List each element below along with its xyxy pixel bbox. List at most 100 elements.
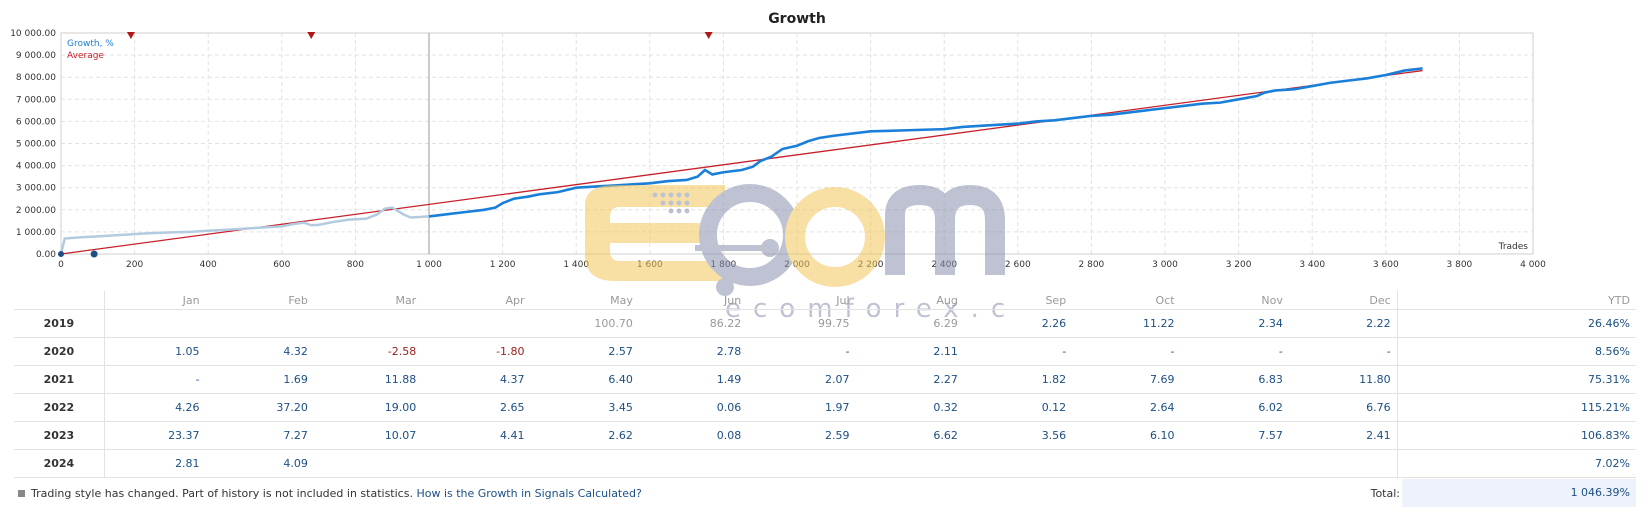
month-return-cell: 7.57 (1180, 421, 1289, 450)
row-ytd: 106.83% (1396, 421, 1636, 450)
row-ytd: 7.02% (1396, 449, 1636, 478)
legend-growth: Growth, % (67, 39, 114, 49)
month-return-cell: - (1288, 337, 1398, 366)
x-tick-label: 1 000 (416, 260, 442, 270)
month-return-cell: - (963, 337, 1073, 366)
month-return-cell (1180, 449, 1289, 478)
growth-calc-link[interactable]: How is the Growth in Signals Calculated? (416, 487, 642, 500)
month-return-cell: 2.26 (963, 309, 1073, 338)
month-return-cell: 7.27 (205, 421, 314, 450)
x-tick-label: 200 (126, 260, 143, 270)
month-return-cell: 3.56 (963, 421, 1073, 450)
month-return-cell: 2.59 (747, 421, 856, 450)
month-return-cell: 6.76 (1288, 393, 1398, 422)
month-return-cell (104, 309, 206, 338)
month-return-cell (963, 449, 1073, 478)
info-square-icon (18, 490, 25, 497)
header-month: May (610, 293, 633, 307)
month-return-cell: 37.20 (205, 393, 314, 422)
row-year: 2021 (14, 365, 105, 394)
origin-marker (58, 251, 64, 257)
month-return-cell: 2.81 (104, 449, 206, 478)
x-tick-label: 1 200 (490, 260, 516, 270)
row-year: 2024 (14, 449, 105, 478)
month-return-cell: 11.88 (313, 365, 423, 394)
y-tick-label: 4 000.00 (16, 162, 56, 172)
month-return-cell: 0.08 (638, 421, 748, 450)
month-return-cell: -1.80 (422, 337, 531, 366)
legend-average: Average (67, 51, 104, 61)
month-return-cell (1072, 449, 1181, 478)
month-return-cell (638, 449, 748, 478)
month-return-cell: 0.12 (963, 393, 1073, 422)
x-tick-label: 3 200 (1226, 260, 1252, 270)
month-return-cell: 2.07 (747, 365, 856, 394)
month-return-cell: 7.69 (1072, 365, 1181, 394)
row-ytd: 75.31% (1396, 365, 1636, 394)
month-return-cell: 6.02 (1180, 393, 1289, 422)
month-return-cell: 1.97 (747, 393, 856, 422)
header-month: Sep (1045, 293, 1067, 307)
x-tick-label: 3 600 (1373, 260, 1399, 270)
start-marker (90, 250, 98, 258)
header-month: Oct (1155, 293, 1175, 307)
month-return-cell (422, 309, 531, 338)
header-month: Feb (288, 293, 308, 307)
month-return-cell: 6.62 (855, 421, 964, 450)
month-return-cell: 6.10 (1072, 421, 1181, 450)
month-return-cell: 4.26 (104, 393, 206, 422)
header-month: Jan (182, 293, 200, 307)
month-return-cell: 2.22 (1288, 309, 1398, 338)
month-return-cell: 10.07 (313, 421, 423, 450)
month-return-cell: 11.80 (1288, 365, 1398, 394)
month-return-cell: 2.78 (638, 337, 748, 366)
month-return-cell: - (747, 337, 856, 366)
month-return-cell: 2.65 (422, 393, 531, 422)
y-tick-label: 10 000.00 (10, 29, 56, 39)
month-return-cell (530, 449, 639, 478)
month-return-cell (1288, 449, 1398, 478)
month-return-cell (313, 449, 423, 478)
x-tick-label: 4 000 (1520, 260, 1546, 270)
header-month: Jul (836, 293, 850, 307)
month-return-cell: 2.64 (1072, 393, 1181, 422)
month-return-cell: 6.83 (1180, 365, 1289, 394)
chart-title: Growth (768, 11, 826, 27)
month-return-cell: 2.62 (530, 421, 639, 450)
month-return-cell: - (1180, 337, 1289, 366)
month-return-cell: 4.37 (422, 365, 531, 394)
month-return-cell: -2.58 (313, 337, 423, 366)
style-change-text: Trading style has changed. Part of histo… (31, 487, 413, 500)
x-tick-label: 400 (200, 260, 217, 270)
y-tick-label: 7 000.00 (16, 95, 56, 105)
style-change-note: Trading style has changed. Part of histo… (18, 487, 642, 500)
month-return-cell (313, 309, 423, 338)
table-row: 2021-1.69 11.88 4.37 6.40 1.49 2.07 2.27 1.82 7.… (14, 365, 1636, 394)
header-month: Nov (1261, 293, 1283, 307)
row-year: 2023 (14, 421, 105, 450)
month-return-cell: 11.22 (1072, 309, 1181, 338)
x-tick-label: 1 400 (563, 260, 589, 270)
x-tick-label: 0 (58, 260, 64, 270)
month-return-cell: 1.69 (205, 365, 314, 394)
month-return-cell: - (1072, 337, 1181, 366)
growth-history-line (59, 206, 430, 255)
month-return-cell: 23.37 (104, 421, 206, 450)
table-row: 2020 1.05 4.32 -2.58 -1.80 2.57 2.78-2.11- - - -8… (14, 337, 1636, 366)
x-tick-label: 1 600 (637, 260, 663, 270)
month-return-cell: 19.00 (313, 393, 423, 422)
y-tick-label: 8 000.00 (16, 73, 56, 83)
x-tick-label: 2 000 (784, 260, 810, 270)
month-return-cell: - (104, 365, 206, 394)
x-tick-label: 2 800 (1079, 260, 1105, 270)
growth-line (428, 67, 1423, 218)
row-year: 2019 (14, 309, 105, 338)
x-tick-label: 3 400 (1299, 260, 1325, 270)
month-return-cell (747, 449, 856, 478)
growth-chart-svg: Growth 0.00 1 000.00 2 000.00 3 000.00 4 000.… (10, 11, 1546, 270)
x-tick-label: 800 (347, 260, 364, 270)
month-return-cell (205, 309, 314, 338)
x-tick-label: 2 400 (931, 260, 957, 270)
row-ytd: 115.21% (1396, 393, 1636, 422)
month-return-cell: 1.05 (104, 337, 206, 366)
